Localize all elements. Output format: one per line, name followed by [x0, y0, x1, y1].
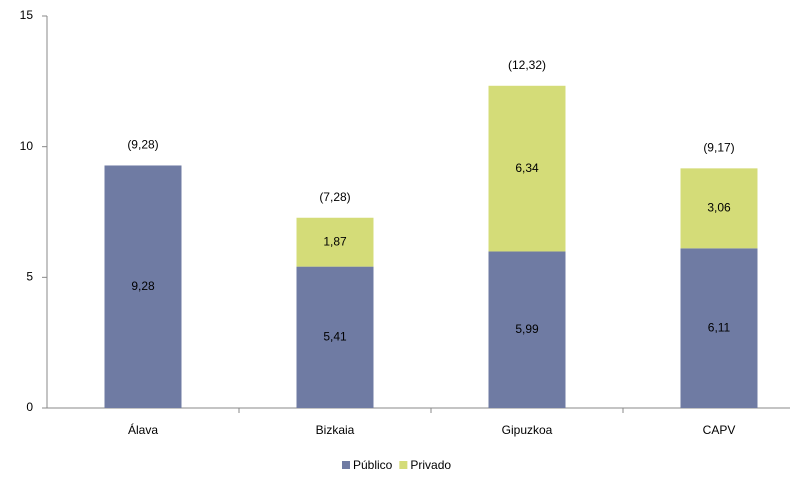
- value-label: 6,34: [515, 161, 539, 175]
- y-tick-label: 10: [20, 139, 34, 153]
- legend-swatch: [342, 461, 350, 469]
- legend-label: Público: [353, 458, 393, 472]
- value-label: 5,41: [323, 329, 347, 343]
- bar-segment: [296, 217, 374, 267]
- x-tick-label: Bizkaia: [316, 423, 355, 437]
- bar-segment: [104, 165, 182, 408]
- bar-segment: [680, 248, 758, 408]
- value-label: 5,99: [515, 322, 539, 336]
- value-label: 3,06: [707, 201, 731, 215]
- bar-segment: [680, 168, 758, 249]
- x-tick-label: Álava: [128, 422, 158, 437]
- bar-segment: [488, 85, 566, 252]
- total-label: (7,28): [319, 190, 350, 204]
- total-label: (9,17): [703, 141, 734, 155]
- value-label: 6,11: [708, 320, 731, 334]
- total-label: (12,32): [508, 58, 546, 72]
- value-label: 1,87: [323, 234, 347, 248]
- x-tick-label: Gipuzkoa: [502, 423, 553, 437]
- x-tick-label: CAPV: [703, 423, 736, 437]
- y-tick-label: 0: [26, 400, 33, 414]
- value-label: 9,28: [131, 279, 155, 293]
- y-tick-label: 15: [20, 8, 34, 22]
- legend-swatch: [399, 461, 408, 469]
- y-tick-label: 5: [26, 270, 33, 284]
- total-label: (9,28): [127, 138, 158, 152]
- legend-label: Privado: [410, 458, 451, 472]
- bar-segment: [488, 251, 566, 408]
- bar-segment: [296, 266, 374, 408]
